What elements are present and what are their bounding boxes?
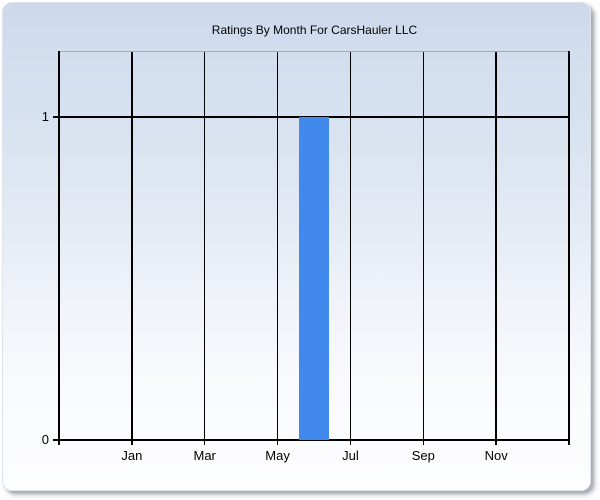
plot-border-top	[59, 51, 569, 53]
x-axis-label: Jan	[121, 448, 143, 463]
y-axis-label: 0	[41, 432, 49, 447]
x-axis-label: May	[265, 448, 290, 463]
y-gridline	[59, 116, 569, 118]
x-axis-tick	[568, 440, 570, 445]
y-axis-line	[58, 51, 60, 440]
plot-border-right	[568, 51, 570, 440]
y-axis-tick	[53, 116, 59, 118]
x-axis-tick	[276, 440, 279, 445]
y-axis-tick	[53, 439, 59, 441]
plot-area: 0 1 Jan Mar May Jul Sep Nov	[42, 51, 570, 463]
x-gridline	[495, 51, 497, 440]
x-gridline	[349, 51, 352, 440]
x-gridline	[131, 51, 133, 440]
x-gridline	[204, 51, 206, 440]
x-axis-tick	[58, 440, 60, 445]
y-axis-label: 1	[41, 109, 49, 125]
bar-jun	[299, 117, 329, 440]
x-gridline	[422, 51, 424, 440]
x-axis-tick	[349, 440, 352, 445]
chart-card: Ratings By Month For CarsHauler LLC 0 1 Ja…	[2, 2, 591, 491]
x-axis-label: Mar	[193, 448, 216, 463]
x-axis-label: Jul	[342, 448, 359, 463]
x-gridline	[276, 51, 279, 440]
x-axis-label: Sep	[411, 448, 435, 463]
x-axis-line	[59, 439, 569, 441]
x-axis-tick	[204, 440, 206, 445]
x-axis-tick	[131, 440, 133, 445]
x-axis-tick	[422, 440, 424, 445]
x-axis-tick	[495, 440, 497, 445]
x-axis-label: Nov	[484, 448, 508, 463]
chart-title: Ratings By Month For CarsHauler LLC	[211, 23, 418, 37]
